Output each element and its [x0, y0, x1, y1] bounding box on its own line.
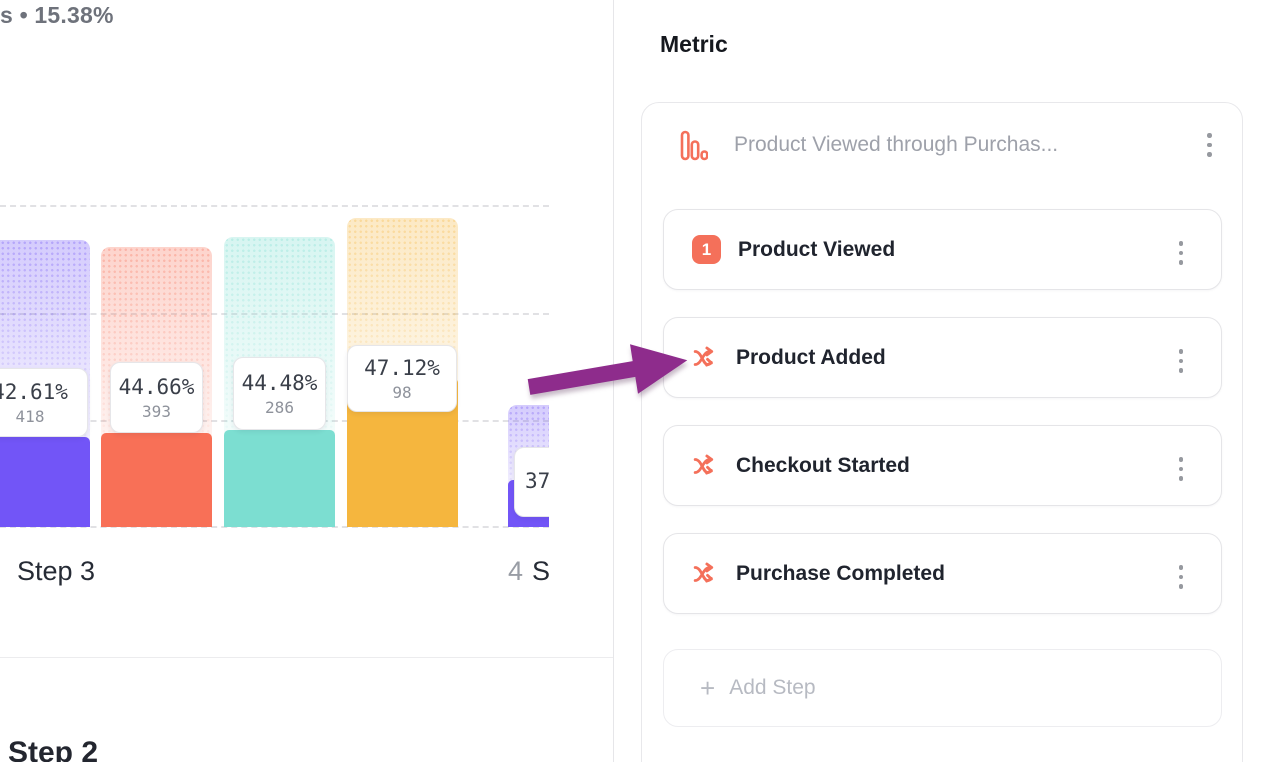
funnel-chart-panel: s • 15.38%	[0, 0, 613, 762]
metric-name: Product Viewed through Purchas...	[734, 133, 1059, 156]
plus-icon: +	[700, 673, 716, 703]
step-label: Product Added	[736, 345, 886, 369]
funnel-step-row-checkout-started[interactable]: Checkout Started	[663, 425, 1222, 506]
funnel-step-row-purchase-completed[interactable]: Purchase Completed	[663, 533, 1222, 614]
gridline	[0, 526, 549, 528]
step-label: Checkout Started	[736, 453, 910, 477]
funnel-step-row-product-viewed[interactable]: 1 Product Viewed	[663, 209, 1222, 290]
metric-card-header[interactable]: Product Viewed through Purchas...	[642, 103, 1242, 165]
bar-count: 98	[392, 382, 412, 402]
shuffle-icon	[693, 454, 714, 475]
bar-conversion-pct: 47.12%	[364, 355, 440, 380]
add-step-label: Add Step	[729, 676, 816, 699]
x-axis-step-number: 4	[508, 556, 524, 586]
shuffle-icon	[693, 562, 714, 583]
metric-options-menu-button[interactable]	[1203, 129, 1216, 161]
step-options-menu-button[interactable]	[1175, 237, 1188, 269]
x-axis-step-name: S	[532, 556, 549, 586]
metric-card: Product Viewed through Purchas... 1 Prod…	[641, 102, 1243, 762]
funnel-bar-converted	[101, 433, 212, 527]
funnel-bar-converted	[224, 430, 335, 527]
step-label: Purchase Completed	[736, 561, 945, 585]
bar-value-label: 37	[514, 447, 549, 517]
bar-count: 393	[142, 401, 171, 421]
metric-config-panel: Metric Product Viewed through Purchas...…	[614, 0, 1264, 762]
step-options-menu-button[interactable]	[1175, 561, 1188, 593]
panel-title: Metric	[660, 31, 728, 57]
horizontal-divider	[0, 657, 613, 658]
funnel-bar-converted	[0, 437, 90, 527]
bar-conversion-pct: 37	[525, 468, 549, 493]
conversion-summary-text: s • 15.38%	[0, 2, 114, 28]
bar-value-label: 47.12% 98	[347, 345, 457, 412]
step-options-menu-button[interactable]	[1175, 345, 1188, 377]
bar-value-label: 42.61% 418	[0, 368, 88, 437]
bar-count: 286	[265, 397, 294, 417]
shuffle-icon	[693, 346, 714, 367]
funnel-step-row-product-added[interactable]: Product Added	[663, 317, 1222, 398]
chart-plot-area: 42.61% 418 44.66% 393 44.48% 286 47.12% …	[0, 0, 549, 612]
step-label: Product Viewed	[738, 237, 896, 261]
bar-conversion-pct: 42.61%	[0, 379, 68, 404]
bar-conversion-pct: 44.48%	[241, 370, 318, 395]
bar-value-label: 44.48% 286	[233, 357, 326, 430]
step-options-menu-button[interactable]	[1175, 453, 1188, 485]
step-number-badge: 1	[692, 235, 721, 264]
x-axis-step-name: Step 3	[17, 556, 96, 586]
bar-count: 418	[15, 406, 45, 426]
bar-conversion-pct: 44.66%	[118, 374, 195, 399]
funnel-chart-icon	[680, 130, 708, 161]
bar-value-label: 44.66% 393	[110, 362, 203, 433]
x-axis-label-step-3: Step 3	[8, 556, 95, 587]
add-step-button[interactable]: + Add Step	[663, 649, 1222, 727]
next-section-heading: Step 2	[8, 736, 99, 762]
gridline	[0, 205, 549, 207]
